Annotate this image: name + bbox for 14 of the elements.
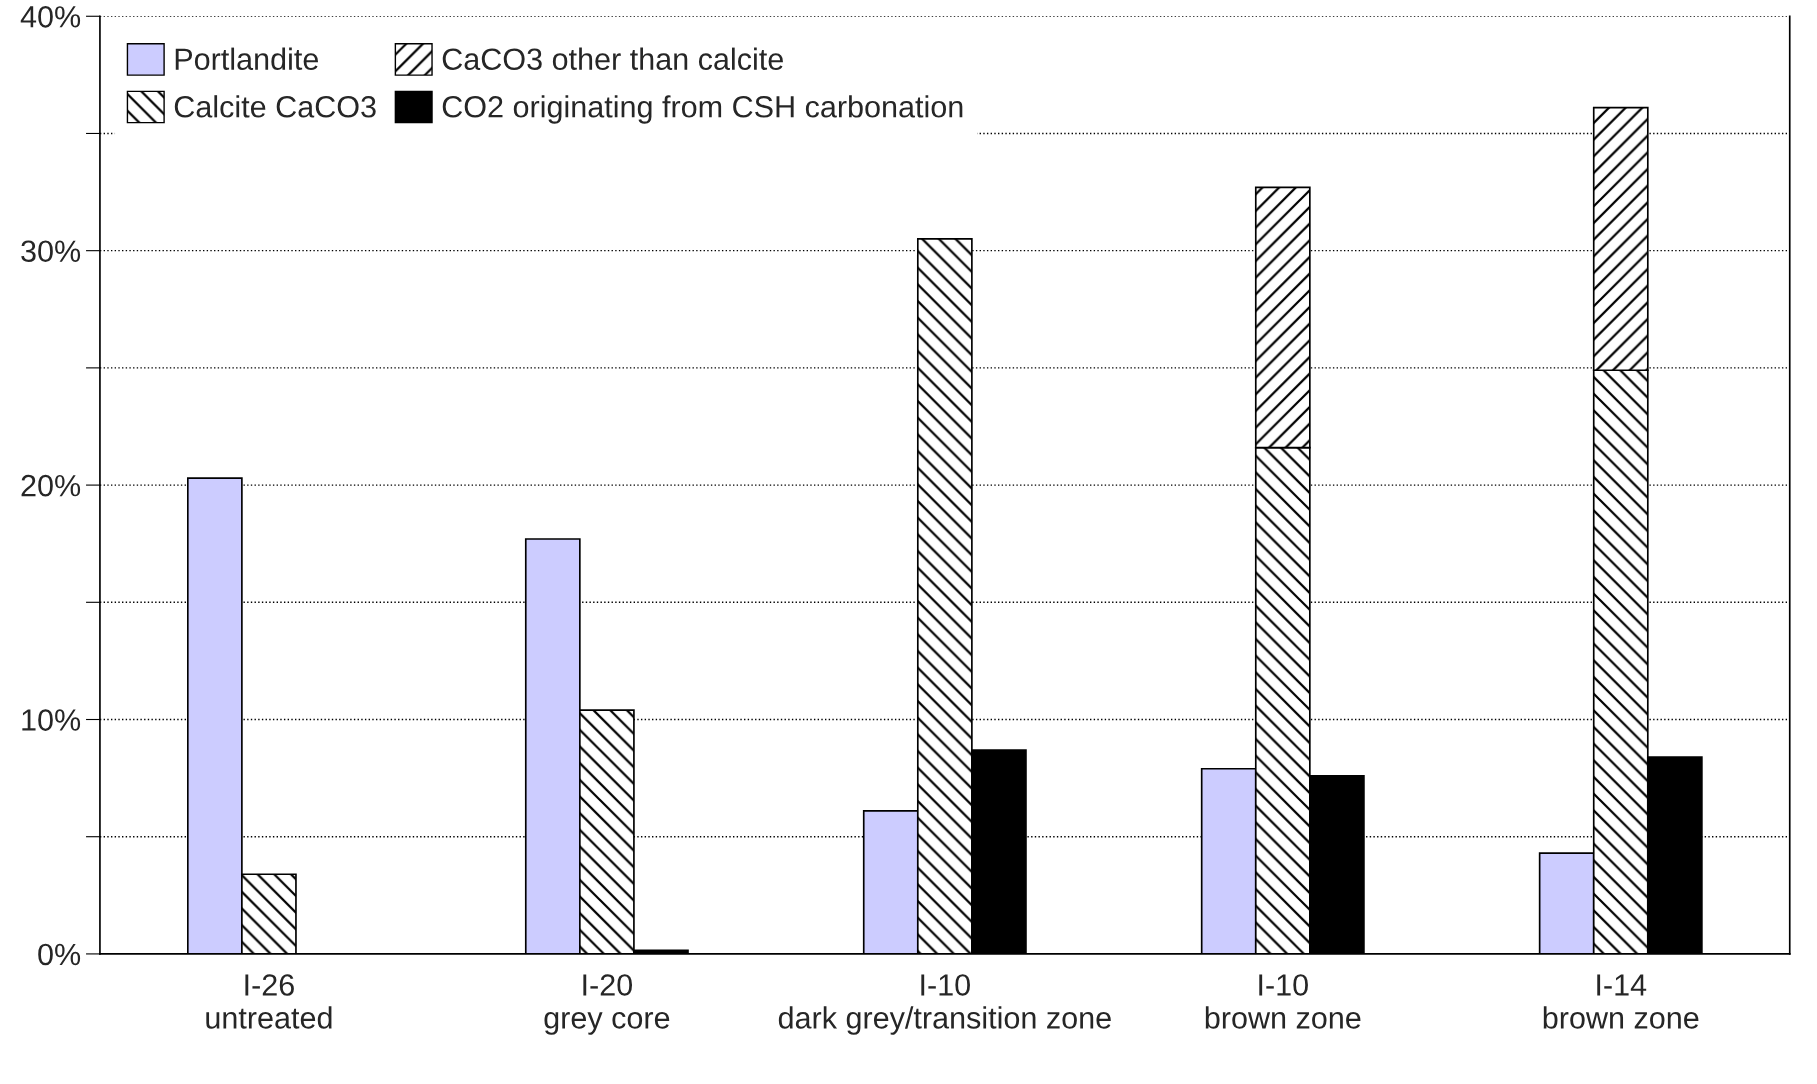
x-tick-label: I-14 brown zone [1543,974,1699,1029]
y-tick-label: 30% [21,240,81,263]
y-tick-label: 10% [22,709,81,731]
x-tick-label: I-10 brown zone [1205,974,1361,1029]
legend-label: Calcite CaCO3 [174,95,376,118]
legend-label: CO2 originating from CSH carbonation [442,95,963,124]
y-tick-label: 0% [38,943,81,966]
y-tick-label: 20% [21,474,81,497]
x-tick-label: I-10 dark grey/transition zone [778,974,1111,1035]
y-tick-label: 40% [20,6,81,28]
x-tick-label: I-20 grey core [544,974,670,1035]
legend-label: CaCO3 other than calcite [442,47,783,71]
x-tick-label: I-26 untreated [206,974,332,1029]
legend-label: Portlandite [175,47,318,71]
